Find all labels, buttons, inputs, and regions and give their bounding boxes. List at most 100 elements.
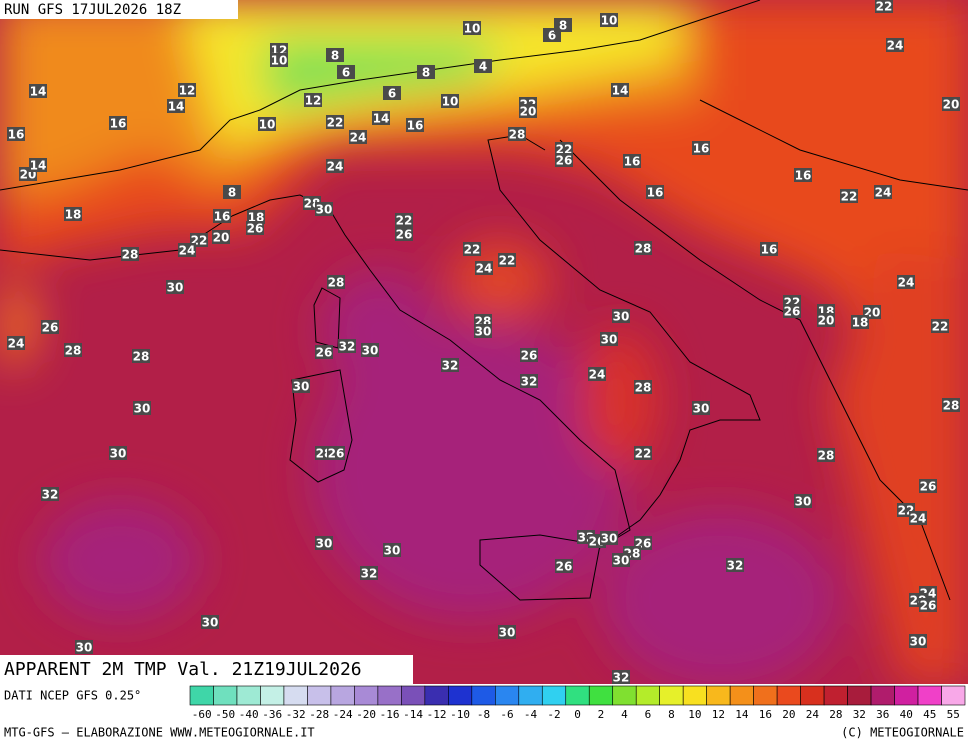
source-label: DATI NCEP GFS 0.25° [4,689,141,703]
contour-label-box [246,221,264,235]
contour-label: 18 [852,316,869,330]
contour-label: 30 [316,537,333,551]
contour-label: 28 [943,399,960,413]
contour-label-box [498,253,516,267]
contour-label-box [794,168,812,182]
contour-label: 10 [442,95,459,109]
run-box [0,0,238,19]
colorbar: -60 -50 -40 -36 -32 -28 -24 -20 -16 -14 -12 -10 -8 -6… [189,685,966,721]
contour-label: 32 [727,559,744,573]
contour-label: 26 [247,222,264,236]
colorbar-label: -24 [333,708,353,721]
contour-label: 28 [122,248,139,262]
colorbar-swatch [729,685,754,706]
contour-label-box [886,38,904,52]
contour-label: 24 [476,262,493,276]
contour-label-box [7,127,25,141]
contour-label: 26 [784,305,801,319]
contour-label: 30 [601,333,618,347]
contour-label: 30 [795,495,812,509]
colorbar-swatch [448,685,473,706]
colorbar-label: -50 [215,708,235,721]
colorbar-label: 10 [688,708,701,721]
contour-label-box [600,531,618,545]
contour-label-box [588,367,606,381]
contour-label: 20 [943,98,960,112]
colorbar-label: -40 [239,708,259,721]
colorbar-label: 8 [668,708,675,721]
contour-label-box [634,380,652,394]
contour-label-box [897,275,915,289]
contour-label-box [508,127,526,141]
colorbar-label: 45 [923,708,936,721]
contour-label-box [612,670,630,684]
contour-label-box [919,479,937,493]
contour-label-box [247,210,265,224]
contour-label: 16 [214,210,231,224]
contour-label-box [760,242,778,256]
contour-label: 14 [168,100,185,114]
contour-label-box [212,230,230,244]
contour-label-box [817,448,835,462]
colorbar-label: -10 [450,708,470,721]
contour-label-box [166,280,184,294]
contour-label-box [519,104,537,118]
contour-label-box [304,93,322,107]
contour-label: 28 [65,344,82,358]
contour-label-box [406,118,424,132]
colorbar-swatch [283,685,308,706]
contour-label: 26 [42,321,59,335]
colorbar-swatch [354,685,379,706]
colorbar-swatch [213,685,238,706]
contour-label-box [692,141,710,155]
colorbar-swatch [565,685,590,706]
contour-label-box [29,84,47,98]
contour-label-box [337,65,355,79]
contour-label: 30 [613,310,630,324]
contour-label: 24 [8,337,25,351]
contour-label-box [840,189,858,203]
colorbar-swatch [659,685,684,706]
contour-label-box [64,207,82,221]
contour-label: 24 [910,512,927,526]
contour-label-box [327,446,345,460]
colorbar-label: -16 [380,708,400,721]
contour-label-box [64,343,82,357]
contour-label: 6 [548,29,556,43]
contour-label-box [360,566,378,580]
contour-label: 28 [328,276,345,290]
colorbar-swatch [189,685,214,706]
contour-label: 16 [624,155,641,169]
colorbar-swatch [236,685,261,706]
contour-label: 16 [761,243,778,257]
contour-label: 24 [875,186,892,200]
contour-label: 28 [635,381,652,395]
contour-label-box [395,227,413,241]
contour-label-box [327,275,345,289]
colorbar-label: -32 [286,708,306,721]
contour-label: 30 [134,402,151,416]
contour-label: 16 [693,142,710,156]
contour-label-box [634,241,652,255]
colorbar-label: -20 [356,708,376,721]
contour-label: 24 [327,160,344,174]
contour-label-box [338,339,356,353]
contour-label-box [315,345,333,359]
colorbar-swatch [635,685,660,706]
colorbar-label: -12 [427,708,447,721]
contour-label: 30 [499,626,516,640]
contour-label-box [600,332,618,346]
contour-label-box [794,494,812,508]
contour-label-box [75,640,93,654]
contour-label-box [520,374,538,388]
colorbar-swatch [377,685,402,706]
contour-label: 32 [442,359,459,373]
contour-label: 30 [167,281,184,295]
contour-label: 8 [331,49,339,63]
contour-label-box [600,13,618,27]
contour-label: 10 [601,14,618,28]
contour-label: 26 [556,154,573,168]
contour-label-box [326,48,344,62]
contour-label-box [726,558,744,572]
